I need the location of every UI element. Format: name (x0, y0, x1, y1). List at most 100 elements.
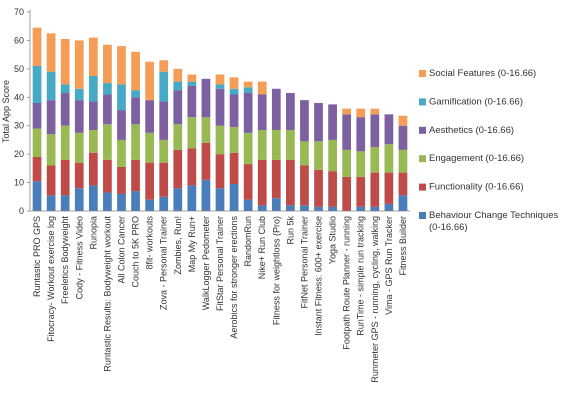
legend-swatch (419, 70, 426, 77)
bar-segment-14-series-3 (215, 125, 225, 155)
bar-segment-20-series-4 (300, 100, 309, 142)
bar-segment-1-series-1 (32, 181, 42, 211)
bar-segment-6-series-5 (103, 83, 112, 95)
bar-segment-4-series-2 (74, 162, 84, 189)
x-tick-label: Runmeter GPS - running, cycling, walking (370, 216, 380, 383)
bar-segment-1-series-4 (32, 102, 42, 129)
bar-segment-11-series-1 (173, 188, 183, 211)
bar-segment-12-series-1 (187, 185, 197, 211)
x-tick-label: WalkLogger Pedometer (201, 216, 211, 310)
bar-segment-12-series-2 (187, 148, 197, 186)
bar-segment-6-series-1 (103, 192, 112, 211)
x-tick-label: Freeletics Bodyweight (60, 216, 70, 305)
x-tick-label: FitNet Personal Trainer (299, 216, 309, 309)
bar-segment-5-series-3 (88, 129, 98, 153)
bar-segment-10-series-3 (159, 139, 169, 163)
bar-segment-18-series-1 (271, 198, 281, 211)
y-tick-label: 50 (14, 64, 24, 74)
legend-label: Functionality (0-16.66) (429, 182, 524, 193)
bar-segment-20-series-3 (300, 141, 309, 166)
bar-segment-9-series-4 (145, 100, 154, 133)
x-tick-label: Yoga Studio (328, 216, 338, 264)
bar-segment-9-series-6 (145, 61, 154, 101)
bar-segment-14-series-4 (215, 88, 225, 126)
bar-segment-25-series-4 (370, 114, 380, 148)
bar-segment-3-series-5 (60, 84, 70, 94)
bar-segment-22-series-3 (328, 139, 337, 172)
bar-segment-10-series-5 (159, 71, 169, 102)
bar-segment-2-series-5 (46, 71, 56, 101)
x-tick-label: Vima - GPS Run Tracker (384, 216, 394, 315)
bar-segment-5-series-4 (88, 101, 98, 130)
bar-segment-24-series-3 (356, 151, 366, 177)
bar-segment-13-series-3 (201, 117, 211, 143)
bar-segment-4-series-3 (74, 132, 84, 163)
bar-segment-11-series-3 (173, 124, 183, 150)
bar-segment-11-series-6 (173, 68, 183, 82)
bar-segment-16-series-5 (243, 87, 253, 94)
legend-swatch (419, 183, 426, 191)
bar-segment-6-series-2 (103, 159, 112, 193)
bar-segment-26-series-3 (384, 144, 394, 173)
bar-segment-23-series-4 (342, 114, 352, 150)
bar-segment-1-series-2 (32, 156, 42, 182)
bar-segment-7-series-4 (117, 110, 126, 140)
bar-segment-25-series-6 (370, 108, 380, 115)
legend-label: Engagement (0-16.66) (429, 153, 524, 164)
bar-segment-25-series-1 (370, 206, 380, 211)
bar-segment-19-series-2 (286, 159, 295, 206)
y-tick-label: 30 (14, 121, 24, 131)
x-tick-label: Runopia (88, 216, 98, 250)
bar-segment-4-series-5 (74, 88, 84, 101)
bar-segment-13-series-2 (201, 142, 211, 180)
bar-segment-7-series-1 (117, 193, 126, 211)
bar-segment-17-series-1 (257, 205, 267, 211)
x-tick-label: 8fit- workouts (145, 216, 155, 270)
x-tick-label: Footpath Route Planner - running (342, 216, 352, 350)
bars-group (32, 27, 408, 211)
bar-segment-18-series-2 (271, 159, 281, 199)
bar-segment-14-series-2 (215, 154, 225, 189)
legend-swatch (419, 155, 426, 163)
bar-segment-24-series-2 (356, 176, 366, 207)
bar-segment-2-series-1 (46, 195, 56, 211)
bar-segment-26-series-4 (384, 114, 394, 145)
bar-segment-4-series-4 (74, 100, 84, 133)
bar-segment-2-series-2 (46, 165, 56, 196)
bar-segment-20-series-1 (300, 205, 309, 211)
legend-swatch (419, 98, 426, 106)
bar-segment-15-series-1 (229, 183, 239, 211)
bar-segment-7-series-6 (117, 46, 126, 85)
bar-segment-11-series-2 (173, 149, 183, 189)
x-tick-label: FitStar Personal Trainer (215, 216, 225, 311)
y-ticks-group: 0 10 20 30 40 50 60 70 (14, 7, 30, 216)
bar-segment-21-series-2 (314, 169, 323, 207)
bar-segment-27-series-6 (398, 115, 408, 126)
bar-segment-7-series-3 (117, 139, 126, 167)
bar-segment-20-series-2 (300, 165, 309, 206)
x-tick-label: Zova - Personal Trainer (159, 216, 169, 310)
legend-swatch (419, 212, 426, 219)
bar-segment-22-series-2 (328, 171, 337, 207)
bar-segment-15-series-3 (229, 127, 239, 153)
bar-segment-7-series-5 (117, 84, 126, 111)
bar-segment-6-series-3 (103, 124, 112, 160)
bar-segment-10-series-2 (159, 162, 169, 197)
bar-segment-12-series-4 (187, 85, 197, 118)
bar-segment-12-series-3 (187, 117, 197, 149)
bar-segment-21-series-4 (314, 102, 323, 142)
bar-segment-8-series-5 (131, 90, 140, 98)
bar-segment-9-series-1 (145, 199, 154, 211)
x-tick-label: All Colon Cancer (116, 216, 126, 284)
bar-segment-16-series-6 (243, 81, 253, 88)
legend-label: Social Features (0-16.66) (429, 68, 536, 79)
bar-segment-14-series-1 (215, 188, 225, 211)
bar-segment-8-series-6 (131, 51, 140, 91)
bar-segment-9-series-2 (145, 162, 154, 200)
y-tick-label: 0 (19, 206, 24, 216)
legend-swatch (419, 126, 426, 134)
bar-segment-21-series-3 (314, 141, 323, 170)
bar-segment-10-series-4 (159, 101, 169, 140)
y-tick-label: 70 (14, 7, 24, 17)
